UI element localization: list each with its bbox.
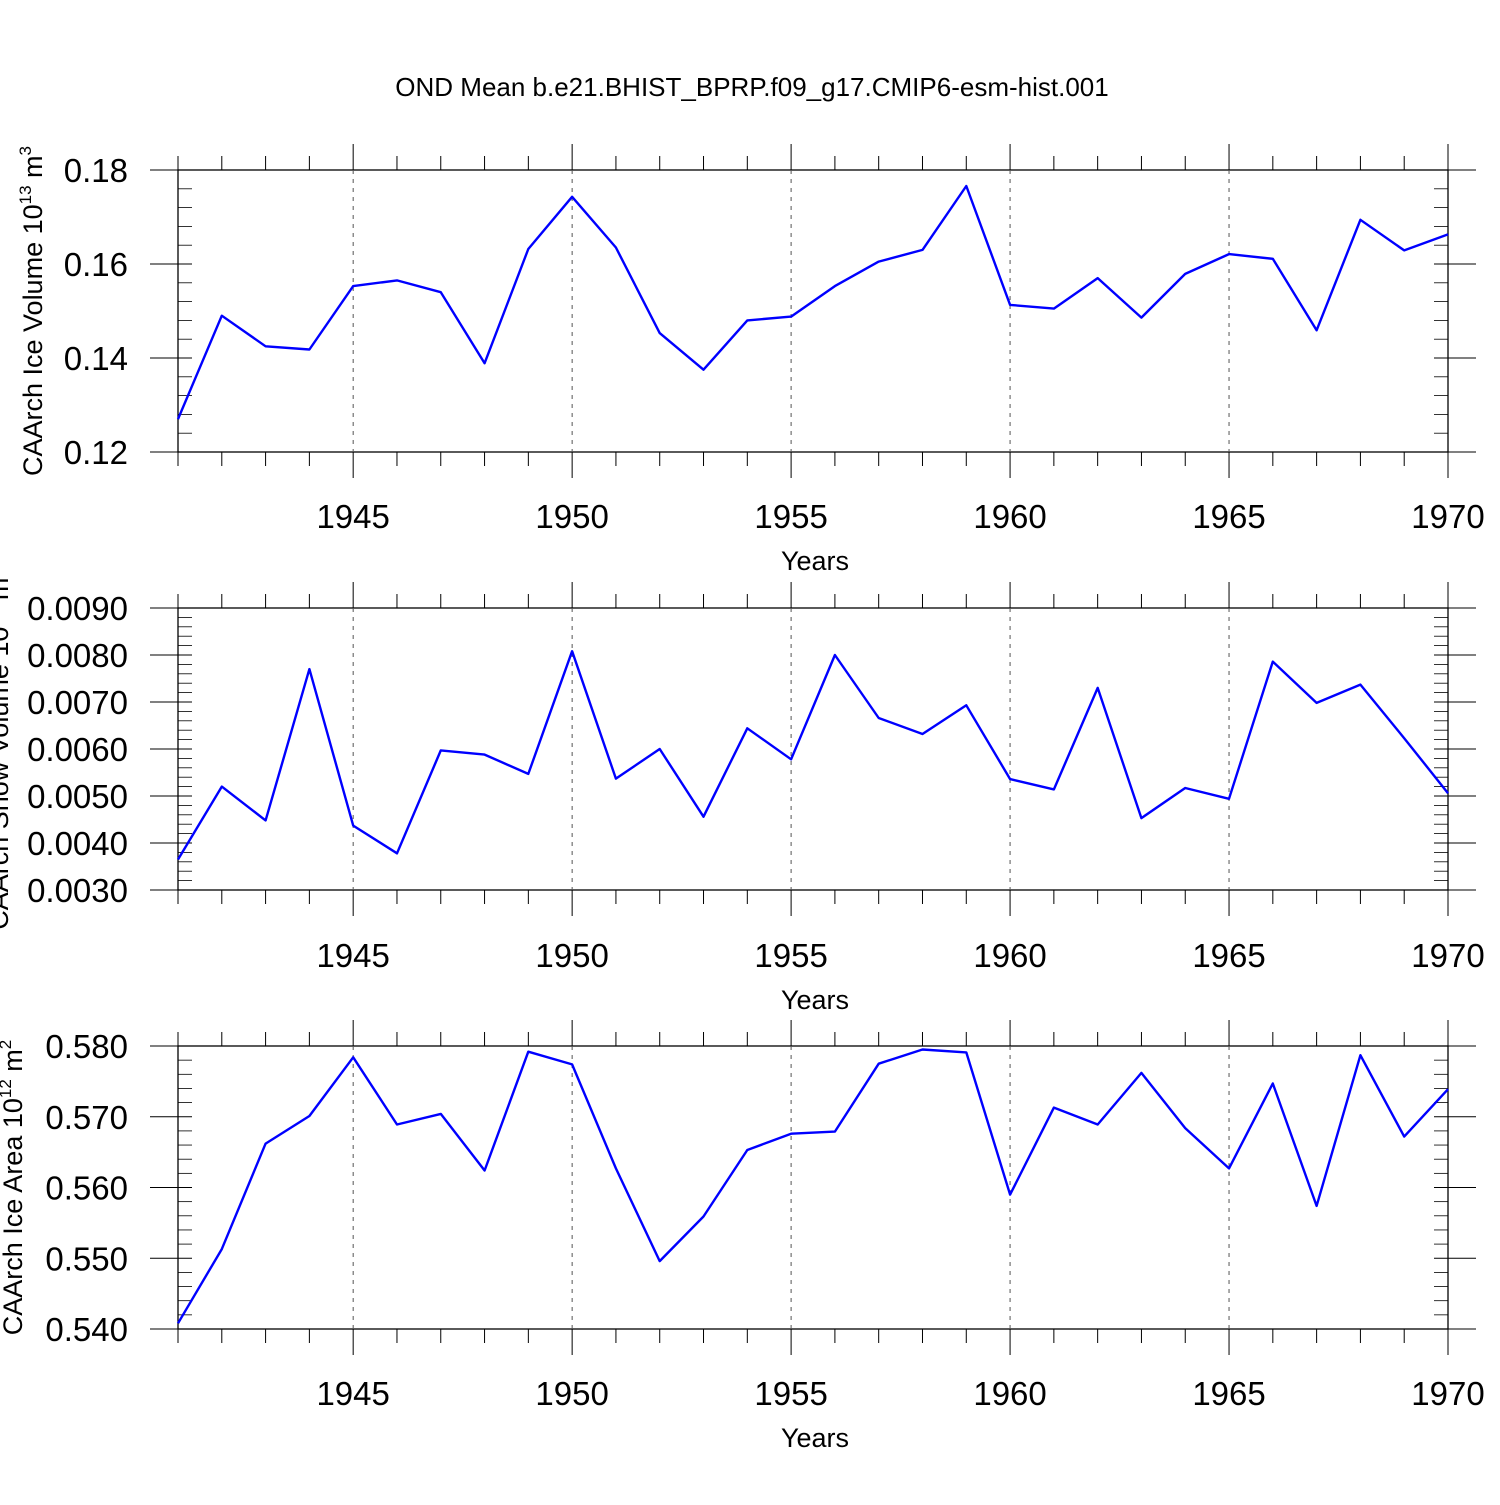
- y-tick-label: 0.0030: [27, 872, 128, 909]
- panel-ice-area: 1945 1950 1955 1960 1965 1970 0.540 0.550 0.560 0…: [0, 1020, 1485, 1453]
- y-tick-label: 0.570: [45, 1099, 128, 1136]
- x-tick-label: 1945: [316, 1375, 389, 1412]
- y-axis-label: CAArch Ice Volume 1013 m3: [16, 146, 48, 476]
- series-line: [176, 184, 1449, 420]
- y-tick-label: 0.0070: [27, 684, 128, 721]
- y-axis-label-text: CAArch Ice Area 10: [0, 1098, 28, 1335]
- y-axis-label: CAArch Snow Volume 1013 m3: [0, 568, 14, 930]
- y-axis-label-unit-exponent: 2: [0, 1040, 15, 1049]
- x-tick-label: 1965: [1192, 937, 1265, 974]
- y-axis-label-exponent: 13: [16, 185, 35, 204]
- y-axis-label-unit-exponent: 3: [0, 568, 1, 577]
- y-tick-label: 0.550: [45, 1240, 128, 1277]
- x-axis-label: Years: [781, 1423, 849, 1453]
- y-tick-label: 0.0080: [27, 637, 128, 674]
- x-axis-label: Years: [781, 546, 849, 576]
- x-tick-label: 1960: [973, 937, 1046, 974]
- x-tick-label: 1970: [1411, 498, 1484, 535]
- y-tick-label: 0.12: [64, 434, 128, 471]
- x-tick-label: 1950: [535, 937, 608, 974]
- x-tick-label: 1955: [754, 937, 827, 974]
- x-tick-label: 1955: [754, 1375, 827, 1412]
- y-axis-label-exponent: 13: [0, 608, 1, 627]
- y-tick-label: 0.560: [45, 1170, 128, 1207]
- x-tick-label: 1945: [316, 498, 389, 535]
- plot-frame: [177, 1045, 1449, 1330]
- x-tick-label: 1960: [973, 1375, 1046, 1412]
- x-tick-label: 1970: [1411, 1375, 1484, 1412]
- x-tick-label: 1970: [1411, 937, 1484, 974]
- x-tick-label: 1965: [1192, 1375, 1265, 1412]
- y-tick-label: 0.18: [64, 152, 128, 189]
- y-tick-label: 0.540: [45, 1311, 128, 1348]
- x-tick-label: 1965: [1192, 498, 1265, 535]
- x-tick-label: 1960: [973, 498, 1046, 535]
- y-tick-label: 0.0040: [27, 825, 128, 862]
- y-axis-label-unit: m: [0, 1049, 28, 1079]
- y-tick-label: 0.0050: [27, 778, 128, 815]
- y-axis-label-text: CAArch Ice Volume 10: [18, 204, 48, 476]
- plot-frame: [177, 607, 1449, 891]
- series-line: [176, 1048, 1449, 1324]
- y-axis-label: CAArch Ice Area 1012 m2: [0, 1040, 28, 1336]
- y-axis-label-unit: m: [18, 155, 48, 185]
- x-tick-label: 1955: [754, 498, 827, 535]
- series-line: [176, 650, 1449, 861]
- y-tick-label: 0.580: [45, 1028, 128, 1065]
- y-tick-label: 0.0060: [27, 731, 128, 768]
- y-axis-label-exponent: 12: [0, 1079, 15, 1098]
- y-axis-label-text: CAArch Snow Volume 10: [0, 627, 14, 930]
- figure-title: OND Mean b.e21.BHIST_BPRP.f09_g17.CMIP6-…: [395, 72, 1108, 102]
- plot-frame: [177, 169, 1449, 453]
- y-tick-label: 0.0090: [27, 590, 128, 627]
- y-tick-label: 0.14: [64, 340, 128, 377]
- x-tick-label: 1945: [316, 937, 389, 974]
- panel-ice-volume: 1945 1950 1955 1960 1965 1970 0.12 0.14 0.16 0.18…: [16, 144, 1485, 576]
- x-axis-label: Years: [781, 985, 849, 1015]
- y-axis-label-unit-exponent: 3: [16, 146, 35, 155]
- y-tick-label: 0.16: [64, 246, 128, 283]
- panel-snow-volume: 1945 1950 1955 1960 1965 1970 0.0030 0.0040 0.00…: [0, 568, 1485, 1015]
- x-tick-label: 1950: [535, 498, 608, 535]
- y-axis-label-unit: m: [0, 578, 14, 608]
- x-tick-label: 1950: [535, 1375, 608, 1412]
